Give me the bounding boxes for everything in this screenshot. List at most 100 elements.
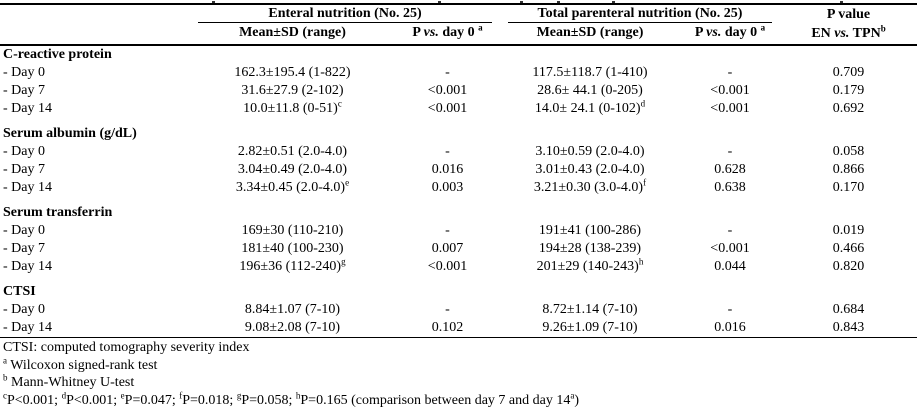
p-value-cell: 0.058 xyxy=(780,143,917,161)
p-value-title: P value xyxy=(780,5,917,24)
section-row-ctsi: CTSI xyxy=(0,283,917,301)
tpn-mean-cell: 201±29 (140-243)h xyxy=(500,258,680,276)
p-value-column-header: P value EN vs. TPNb xyxy=(780,4,917,45)
footnote-p-values: cP<0.001; dP<0.001; eP=0.047; fP=0.018; … xyxy=(3,392,917,409)
tpn-mean-cell: 8.72±1.14 (7-10) xyxy=(500,301,680,319)
p-value-subtitle: EN vs. TPNb xyxy=(780,24,917,44)
superscript-a: a xyxy=(478,23,483,33)
value-superscript: f xyxy=(643,177,646,187)
value-superscript: h xyxy=(639,256,644,266)
tpn-p-cell: - xyxy=(680,222,780,240)
en-mean-cell: 196±36 (112-240)g xyxy=(190,258,395,276)
tpn-mean-cell: 3.10±0.59 (2.0-4.0) xyxy=(500,143,680,161)
row-label: - Day 14 xyxy=(0,258,190,276)
en-mean-cell: 181±40 (100-230) xyxy=(190,240,395,258)
tpn-p-cell: 0.628 xyxy=(680,161,780,179)
cropped-caption-strip xyxy=(0,0,917,3)
p-value-cell: 0.170 xyxy=(780,179,917,197)
table-footnotes: CTSI: computed tomography severity index… xyxy=(0,338,917,409)
cropped-caption-fragments xyxy=(0,0,3,2)
superscript-b: b xyxy=(881,23,886,33)
table-row: - Day 7 31.6±27.9 (2-102) <0.001 28.6± 4… xyxy=(0,82,917,100)
en-mean-cell: 162.3±195.4 (1-822) xyxy=(190,64,395,82)
en-p-cell: 0.003 xyxy=(395,179,500,197)
tpn-mean-cell: 28.6± 44.1 (0-205) xyxy=(500,82,680,100)
row-label: - Day 0 xyxy=(0,222,190,240)
column-header-en-p-vs-day0: P vs. day 0 a xyxy=(395,23,500,45)
section-spacer xyxy=(0,118,917,125)
tpn-p-cell: 0.044 xyxy=(680,258,780,276)
empty-corner-cell xyxy=(0,4,190,45)
footnote-ctsi-definition: CTSI: computed tomography severity index xyxy=(3,339,917,357)
tpn-group-header: Total parenteral nutrition (No. 25) xyxy=(500,4,780,23)
column-header-en-mean-sd: Mean±SD (range) xyxy=(190,23,395,45)
table-row: - Day 7 181±40 (100-230) 0.007 194±28 (1… xyxy=(0,240,917,258)
table-row: - Day 14 10.0±11.8 (0-51)c <0.001 14.0± … xyxy=(0,100,917,118)
row-label: - Day 0 xyxy=(0,64,190,82)
en-mean-cell: 169±30 (110-210) xyxy=(190,222,395,240)
p-value-cell: 0.866 xyxy=(780,161,917,179)
en-mean-cell: 8.84±1.07 (7-10) xyxy=(190,301,395,319)
footnote-wilcoxon: a Wilcoxon signed-rank test xyxy=(3,357,917,375)
table-row: - Day 14 3.34±0.45 (2.0-4.0)e 0.003 3.21… xyxy=(0,179,917,197)
table-body: C-reactive protein - Day 0 162.3±195.4 (… xyxy=(0,45,917,338)
p-value-cell: 0.709 xyxy=(780,64,917,82)
en-p-cell: 0.102 xyxy=(395,319,500,338)
table-row: - Day 0 2.82±0.51 (2.0-4.0) - 3.10±0.59 … xyxy=(0,143,917,161)
tpn-p-cell: - xyxy=(680,64,780,82)
group-header-row: Enteral nutrition (No. 25) Total parente… xyxy=(0,4,917,23)
enteral-group-header: Enteral nutrition (No. 25) xyxy=(190,4,500,23)
tpn-mean-cell: 14.0± 24.1 (0-102)d xyxy=(500,100,680,118)
section-header: Serum transferrin xyxy=(0,204,917,222)
row-label: - Day 0 xyxy=(0,143,190,161)
section-row-albumin: Serum albumin (g/dL) xyxy=(0,125,917,143)
p-value-cell: 0.684 xyxy=(780,301,917,319)
section-header: CTSI xyxy=(0,283,917,301)
en-p-cell: - xyxy=(395,301,500,319)
en-mean-cell: 10.0±11.8 (0-51)c xyxy=(190,100,395,118)
footnote-mann-whitney: b Mann-Whitney U-test xyxy=(3,374,917,392)
table-row: - Day 0 8.84±1.07 (7-10) - 8.72±1.14 (7-… xyxy=(0,301,917,319)
p-value-cell: 0.179 xyxy=(780,82,917,100)
row-label: - Day 0 xyxy=(0,301,190,319)
en-p-cell: - xyxy=(395,64,500,82)
row-label: - Day 7 xyxy=(0,240,190,258)
tpn-p-cell: 0.638 xyxy=(680,179,780,197)
value-superscript: d xyxy=(641,98,646,108)
p-value-cell: 0.820 xyxy=(780,258,917,276)
tpn-group-label: Total parenteral nutrition (No. 25) xyxy=(508,5,772,23)
en-p-cell: - xyxy=(395,222,500,240)
tpn-p-cell: - xyxy=(680,301,780,319)
en-mean-cell: 2.82±0.51 (2.0-4.0) xyxy=(190,143,395,161)
tpn-mean-cell: 191±41 (100-286) xyxy=(500,222,680,240)
en-p-cell: <0.001 xyxy=(395,258,500,276)
en-p-cell: 0.007 xyxy=(395,240,500,258)
table-row: - Day 14 196±36 (112-240)g <0.001 201±29… xyxy=(0,258,917,276)
p-value-cell: 0.019 xyxy=(780,222,917,240)
tpn-mean-cell: 194±28 (138-239) xyxy=(500,240,680,258)
tpn-mean-cell: 9.26±1.09 (7-10) xyxy=(500,319,680,338)
value-superscript: c xyxy=(338,98,342,108)
tpn-mean-cell: 117.5±118.7 (1-410) xyxy=(500,64,680,82)
tpn-p-cell: <0.001 xyxy=(680,100,780,118)
p-value-cell: 0.843 xyxy=(780,319,917,338)
section-spacer xyxy=(0,276,917,283)
tpn-p-cell: <0.001 xyxy=(680,240,780,258)
section-header: Serum albumin (g/dL) xyxy=(0,125,917,143)
column-header-tpn-mean-sd: Mean±SD (range) xyxy=(500,23,680,45)
en-mean-cell: 31.6±27.9 (2-102) xyxy=(190,82,395,100)
row-label: - Day 7 xyxy=(0,161,190,179)
value-superscript: g xyxy=(341,256,346,266)
table-header: Enteral nutrition (No. 25) Total parente… xyxy=(0,4,917,45)
en-mean-cell: 9.08±2.08 (7-10) xyxy=(190,319,395,338)
row-label: - Day 14 xyxy=(0,179,190,197)
value-superscript: e xyxy=(345,177,349,187)
en-mean-cell: 3.04±0.49 (2.0-4.0) xyxy=(190,161,395,179)
nutrition-comparison-table: Enteral nutrition (No. 25) Total parente… xyxy=(0,3,917,338)
table-row: - Day 7 3.04±0.49 (2.0-4.0) 0.016 3.01±0… xyxy=(0,161,917,179)
en-p-cell: 0.016 xyxy=(395,161,500,179)
enteral-group-label: Enteral nutrition (No. 25) xyxy=(198,5,492,23)
row-label: - Day 14 xyxy=(0,319,190,338)
table-row: - Day 0 169±30 (110-210) - 191±41 (100-2… xyxy=(0,222,917,240)
section-spacer xyxy=(0,197,917,204)
